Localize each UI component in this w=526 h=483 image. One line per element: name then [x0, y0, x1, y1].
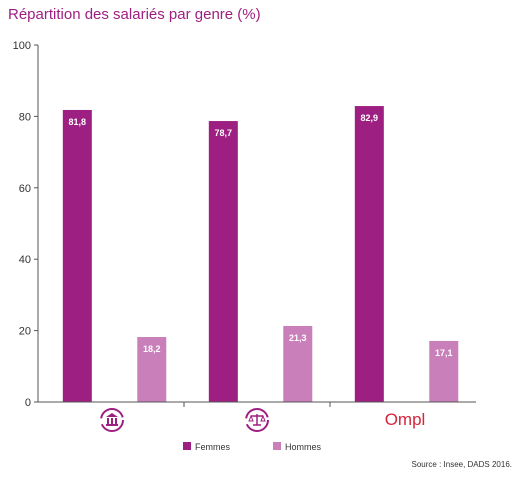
bar-value-label: 82,9	[361, 113, 379, 123]
svg-text:Ompl: Ompl	[385, 410, 426, 429]
bar-femmes	[62, 109, 92, 402]
bar-hommes	[137, 337, 167, 402]
y-tick-label: 60	[19, 183, 31, 195]
ompl-logo: Ompl	[385, 410, 426, 429]
bars: 81,8 78,7 82,9 18,2 21,3 17,1	[62, 106, 459, 402]
bank-icon	[100, 408, 124, 432]
y-axis: 0 20 40 60 80 100	[13, 40, 39, 409]
y-tick-label: 0	[25, 397, 31, 409]
y-tick-label: 100	[13, 40, 31, 52]
bar-value-label: 81,8	[69, 117, 87, 127]
y-tick-label: 20	[19, 326, 31, 338]
bar-value-label: 78,7	[215, 128, 233, 138]
bar-value-label: 21,3	[289, 333, 307, 343]
legend-swatch-femmes	[183, 442, 191, 450]
bar-femmes	[354, 106, 384, 402]
bar-value-label: 18,2	[143, 344, 161, 354]
x-axis: Ompl	[38, 401, 476, 432]
source-note: Source : Insee, DADS 2016.	[411, 460, 513, 469]
legend-label-femmes: Femmes	[195, 442, 231, 452]
bar-hommes	[283, 325, 313, 402]
y-tick-label: 40	[19, 254, 31, 266]
legend-label-hommes: Hommes	[285, 442, 322, 452]
legend: Femmes Hommes	[183, 442, 322, 452]
bar-femmes	[208, 121, 238, 402]
chart-title: Répartition des salariés par genre (%)	[8, 6, 261, 23]
y-tick-label: 80	[19, 111, 31, 123]
bar-hommes	[429, 340, 459, 402]
legend-swatch-hommes	[273, 442, 281, 450]
justice-scales-icon	[245, 408, 269, 432]
bar-value-label: 17,1	[435, 348, 453, 358]
